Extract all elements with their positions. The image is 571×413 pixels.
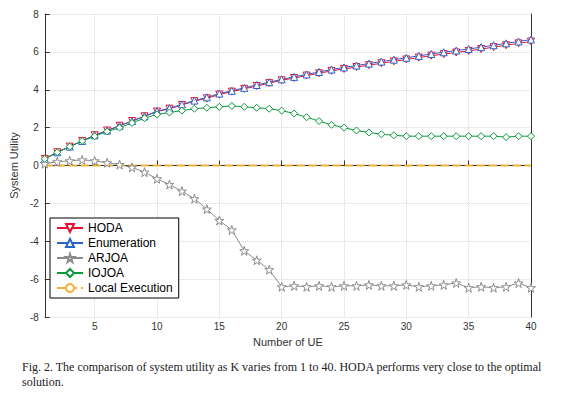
svg-text:ARJOA: ARJOA [88,251,128,265]
html-text:Fig. 2. The comparison of syst: Fig. 2. The comparison of system utility… [22,360,542,389]
svg-text:8: 8 [33,9,39,20]
svg-text:40: 40 [525,321,537,332]
svg-text:35: 35 [463,321,475,332]
svg-text:0: 0 [33,160,39,171]
svg-text:10: 10 [151,321,163,332]
svg-text:15: 15 [214,321,226,332]
svg-text:Enumeration: Enumeration [88,236,156,250]
svg-text:20: 20 [276,321,288,332]
svg-text:-6: -6 [30,274,39,285]
svg-text:25: 25 [338,321,350,332]
svg-text:System Utility: System Utility [8,132,20,199]
svg-text:HODA: HODA [88,221,123,235]
svg-text:5: 5 [92,321,98,332]
svg-text:-8: -8 [30,312,39,323]
svg-text:IOJOA: IOJOA [88,266,124,280]
svg-text:2: 2 [33,122,39,133]
svg-text:30: 30 [401,321,413,332]
svg-text:6: 6 [33,46,39,57]
svg-text:Number of UE: Number of UE [253,336,323,348]
svg-text:Local Execution: Local Execution [88,281,173,295]
svg-text:-2: -2 [30,198,39,209]
svg-text:-4: -4 [30,236,39,247]
svg-text:4: 4 [33,84,39,95]
